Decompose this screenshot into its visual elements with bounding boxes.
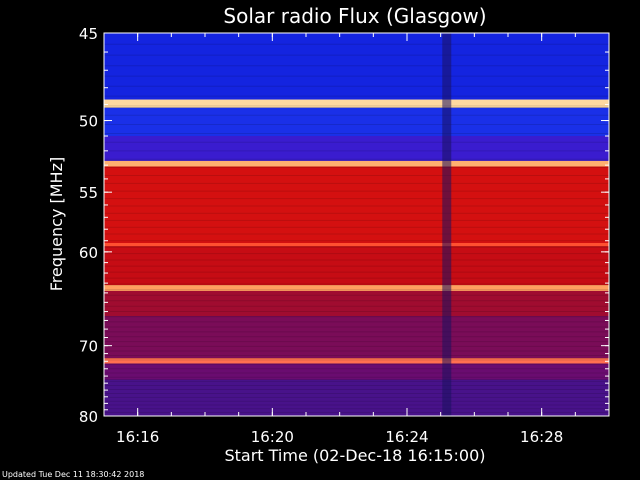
spectrum-band-3 bbox=[104, 135, 609, 161]
spectrum-band-4 bbox=[104, 160, 609, 167]
y-tick-label: 80 bbox=[79, 408, 98, 426]
spectrum-band-12 bbox=[104, 363, 609, 380]
y-tick-label: 55 bbox=[79, 184, 98, 202]
spectrum-band-10 bbox=[104, 316, 609, 359]
spectrum-band-9 bbox=[104, 290, 609, 317]
updated-timestamp: Updated Tue Dec 11 18:30:42 2018 bbox=[2, 470, 144, 479]
spectrum-band-2 bbox=[104, 107, 609, 136]
plot-frame bbox=[103, 32, 610, 417]
spectrum-band-1 bbox=[104, 99, 609, 108]
spectrum-band-6 bbox=[104, 242, 609, 247]
dark-streak bbox=[442, 33, 452, 416]
y-tick-label: 70 bbox=[79, 338, 98, 356]
x-tick-label: 16:24 bbox=[385, 428, 428, 446]
spectrum-band-13 bbox=[104, 379, 609, 416]
x-axis-label: Start Time (02-Dec-18 16:15:00) bbox=[224, 446, 485, 465]
x-tick-label: 16:16 bbox=[116, 428, 159, 446]
y-tick-label: 50 bbox=[79, 113, 98, 131]
x-tick-label: 16:20 bbox=[251, 428, 294, 446]
y-axis-label: Frequency [MHz] bbox=[47, 157, 66, 291]
y-tick-label: 60 bbox=[79, 244, 98, 262]
plot-area bbox=[103, 32, 610, 417]
spectrum-band-8 bbox=[104, 285, 609, 291]
spectrum-band-11 bbox=[104, 358, 609, 364]
chart-title: Solar radio Flux (Glasgow) bbox=[223, 4, 486, 28]
x-tick-label: 16:28 bbox=[520, 428, 563, 446]
axis-ticks: 45 50 55 60 70 80 16:16 16:20 16:24 16:28 bbox=[79, 25, 610, 446]
spectrum-band-0 bbox=[104, 33, 609, 100]
spectrum-band-5 bbox=[104, 166, 609, 243]
y-tick-label: 45 bbox=[79, 25, 98, 43]
spectrum-band-7 bbox=[104, 246, 609, 286]
